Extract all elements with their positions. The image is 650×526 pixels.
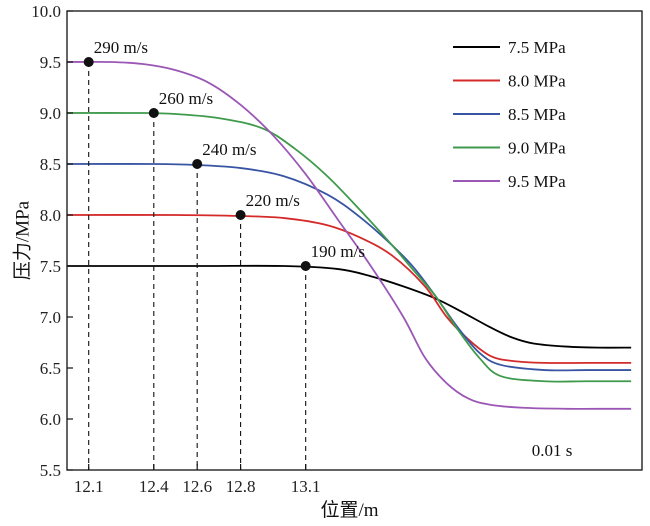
annotation-point-1 bbox=[148, 108, 159, 118]
plot-frame bbox=[66, 10, 643, 471]
y-tick-label-7: 9.0 bbox=[40, 104, 61, 123]
legend-label-0: 7.5 MPa bbox=[508, 38, 566, 57]
time-label: 0.01 s bbox=[532, 441, 573, 460]
x-tick-label-2: 12.6 bbox=[182, 477, 212, 496]
x-tick-label-0: 12.1 bbox=[74, 477, 104, 496]
series-line-0 bbox=[67, 264, 632, 349]
y-tick-label-1: 6.0 bbox=[40, 410, 61, 429]
annotation-label-4: 190 m/s bbox=[311, 242, 365, 261]
legend-label-3: 9.0 MPa bbox=[508, 139, 566, 158]
annotation-point-2 bbox=[192, 159, 203, 169]
x-tick-label-4: 13.1 bbox=[291, 477, 321, 496]
legend: 7.5 MPa 8.0 MPa 8.5 MPa 9.0 MPa 9.5 MPa bbox=[453, 38, 566, 191]
legend-label-4: 9.5 MPa bbox=[508, 172, 566, 191]
x-tick-label-1: 12.4 bbox=[139, 477, 169, 496]
annotation-point-4 bbox=[300, 261, 311, 271]
x-tick-label-3: 12.8 bbox=[226, 477, 256, 496]
y-tick-label-0: 5.5 bbox=[40, 461, 61, 480]
annotation-points: 290 m/s 260 m/s 240 m/s 220 m/s 190 m/s bbox=[83, 38, 365, 271]
annotation-label-2: 240 m/s bbox=[202, 140, 256, 159]
y-tick-label-3: 7.0 bbox=[40, 308, 61, 327]
annotation-point-0 bbox=[83, 57, 94, 67]
series-line-1 bbox=[66, 214, 632, 364]
annotation-label-1: 260 m/s bbox=[159, 89, 213, 108]
y-tick-label-4: 7.5 bbox=[40, 257, 61, 276]
legend-label-2: 8.5 MPa bbox=[508, 105, 566, 124]
legend-label-1: 8.0 MPa bbox=[508, 72, 566, 91]
axis-ticks: 5.5 6.0 6.5 7.0 7.5 8.0 8.5 9.0 9.5 10.0 12.1 12.4 1… bbox=[31, 2, 320, 496]
y-tick-label-9: 10.0 bbox=[31, 2, 61, 21]
y-tick-label-6: 8.5 bbox=[40, 155, 61, 174]
series-line-3 bbox=[66, 112, 632, 383]
y-axis-title: 压力/MPa bbox=[11, 200, 33, 280]
annotation-label-3: 220 m/s bbox=[246, 191, 300, 210]
annotation-label-0: 290 m/s bbox=[94, 38, 148, 57]
annotation-guides bbox=[88, 62, 307, 470]
y-tick-label-8: 9.5 bbox=[40, 53, 61, 72]
series-line-2 bbox=[66, 163, 632, 372]
x-axis-title: 位置/m bbox=[320, 499, 378, 521]
annotation-point-3 bbox=[235, 210, 246, 220]
y-tick-label-2: 6.5 bbox=[40, 359, 61, 378]
series-line-4 bbox=[66, 60, 632, 410]
y-tick-label-5: 8.0 bbox=[40, 206, 61, 225]
